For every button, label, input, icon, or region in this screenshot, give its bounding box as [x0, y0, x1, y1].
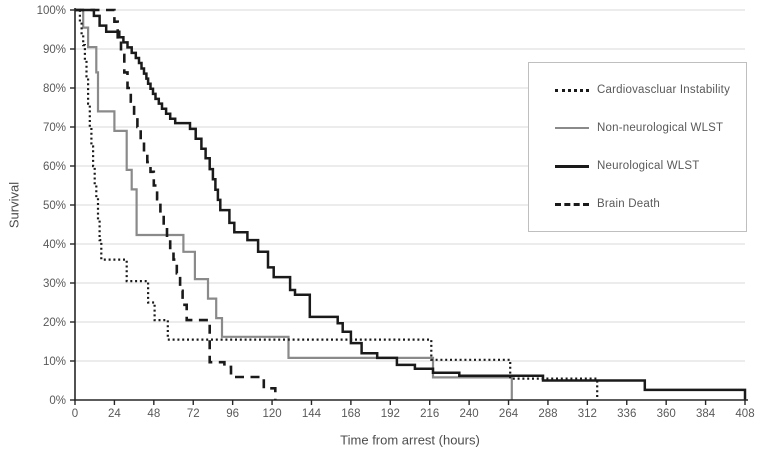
- series-dashed: [75, 8, 277, 400]
- x-axis-title: Time from arrest (hours): [340, 432, 480, 448]
- y-tick-label: 90%: [43, 44, 66, 56]
- x-tick-label: 216: [420, 408, 439, 420]
- x-tick-label: 192: [381, 408, 400, 420]
- x-tick-label: 48: [147, 408, 160, 420]
- x-tick-label: 264: [499, 408, 519, 420]
- y-tick-label: 70%: [43, 122, 66, 134]
- x-tick-label: 360: [657, 408, 676, 420]
- legend-label: Neurological WLST: [597, 160, 700, 172]
- x-tick-label: 288: [538, 408, 557, 420]
- y-axis-title: Survival: [6, 181, 22, 229]
- y-tick-label: 60%: [43, 161, 66, 173]
- gridlines: [75, 9, 745, 362]
- x-tick-label: 72: [187, 408, 200, 420]
- x-tick-label: 240: [460, 408, 479, 420]
- x-tick-label: 408: [735, 408, 754, 420]
- x-tick-label: 96: [226, 408, 239, 420]
- x-tick-label: 0: [72, 408, 78, 420]
- x-tick-label: 312: [578, 408, 597, 420]
- x-tick-label: 168: [341, 408, 360, 420]
- x-tick-label: 144: [302, 408, 322, 420]
- black-line-sample: [555, 164, 589, 168]
- series-dotted: [75, 8, 599, 400]
- legend-label: Non-neurological WLST: [597, 122, 724, 134]
- legend: Cardiovascluar Instability Non-neurologi…: [528, 62, 747, 232]
- y-tick-label: 40%: [43, 239, 66, 251]
- x-tick-label: 336: [617, 408, 636, 420]
- y-tick-label: 0%: [49, 395, 66, 407]
- legend-item-neurological-wlst: Neurological WLST: [555, 160, 740, 172]
- x-tick-label: 384: [696, 408, 716, 420]
- gray-line-sample: [555, 127, 589, 129]
- y-tick-label: 30%: [43, 278, 66, 290]
- axes: 0% 10% 20% 30% 40% 50% 60% 70% 80% 90% 100% 0 24 48 72…: [37, 5, 755, 420]
- series-solid-black: [75, 8, 747, 400]
- y-tick-label: 50%: [43, 200, 66, 212]
- legend-item-cardiovascular-instability: Cardiovascluar Instability: [555, 84, 740, 96]
- y-tick-label: 100%: [37, 5, 66, 17]
- y-tick-label: 10%: [43, 356, 66, 368]
- x-tick-label: 24: [108, 408, 121, 420]
- legend-item-brain-death: Brain Death: [555, 198, 740, 210]
- legend-label: Brain Death: [597, 198, 660, 210]
- legend-item-non-neurological-wlst: Non-neurological WLST: [555, 122, 740, 134]
- y-tick-label: 80%: [43, 83, 66, 95]
- legend-label: Cardiovascluar Instability: [597, 84, 731, 96]
- series-solid-gray: [75, 8, 513, 400]
- x-tick-label: 120: [262, 408, 281, 420]
- y-tick-label: 20%: [43, 317, 66, 329]
- dotted-line-sample: [555, 88, 589, 92]
- dashed-line-sample: [555, 202, 589, 206]
